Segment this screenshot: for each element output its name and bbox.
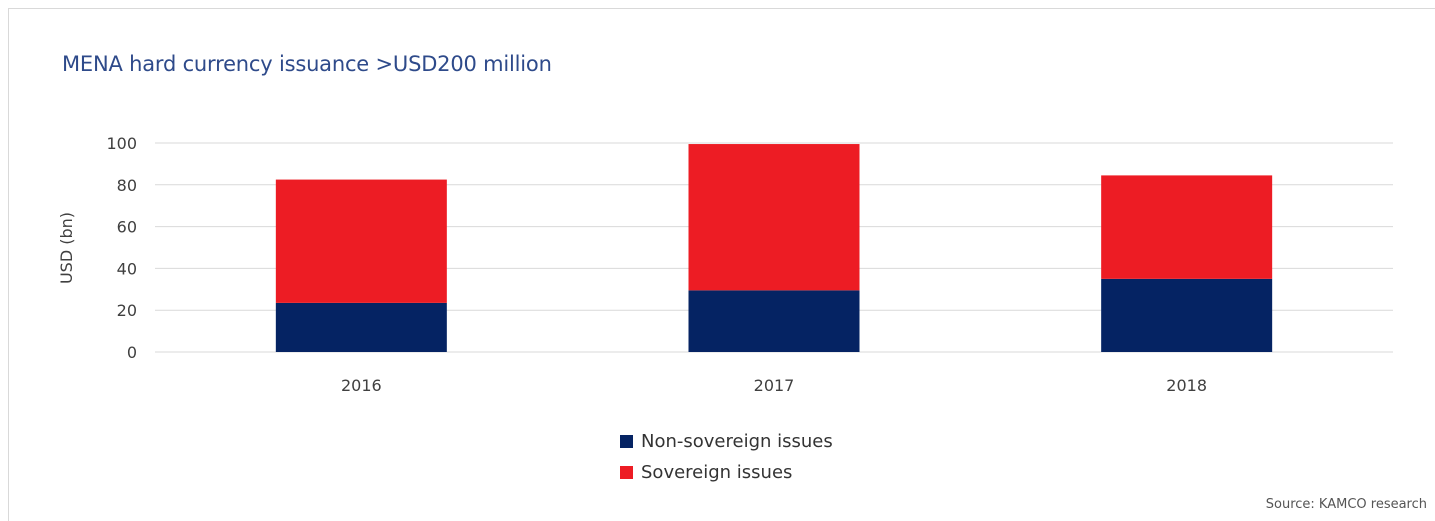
legend-label-sovereign: Sovereign issues: [641, 462, 793, 483]
y-tick-label: 60: [117, 218, 137, 237]
x-tick-label: 2017: [754, 376, 795, 395]
source-note: Source: KAMCO research: [1265, 497, 1427, 512]
y-tick-label: 20: [117, 301, 137, 320]
chart-frame: [8, 8, 1435, 521]
legend-item-sovereign: Sovereign issues: [620, 457, 833, 488]
legend-label-non-sovereign: Non-sovereign issues: [641, 431, 833, 452]
chart-title: MENA hard currency issuance >USD200 mill…: [62, 52, 552, 76]
legend-swatch-non-sovereign: [620, 435, 633, 448]
legend-swatch-sovereign: [620, 466, 633, 479]
y-tick-label: 40: [117, 259, 137, 278]
y-tick-label: 0: [127, 343, 137, 362]
x-tick-label: 2018: [1166, 376, 1207, 395]
bar-non-sovereign-issues-2018: [1101, 278, 1273, 352]
y-tick-label: 100: [106, 134, 137, 153]
y-axis-label: USD (bn): [57, 212, 76, 284]
bar-sovereign-issues-2016: [275, 179, 447, 303]
bar-sovereign-issues-2017: [688, 144, 860, 291]
bar-sovereign-issues-2018: [1101, 175, 1273, 279]
y-tick-label: 80: [117, 176, 137, 195]
legend: Non-sovereign issues Sovereign issues: [620, 426, 833, 488]
bar-non-sovereign-issues-2017: [688, 290, 860, 352]
bar-non-sovereign-issues-2016: [275, 302, 447, 352]
legend-item-non-sovereign: Non-sovereign issues: [620, 426, 833, 457]
x-tick-label: 2016: [341, 376, 382, 395]
